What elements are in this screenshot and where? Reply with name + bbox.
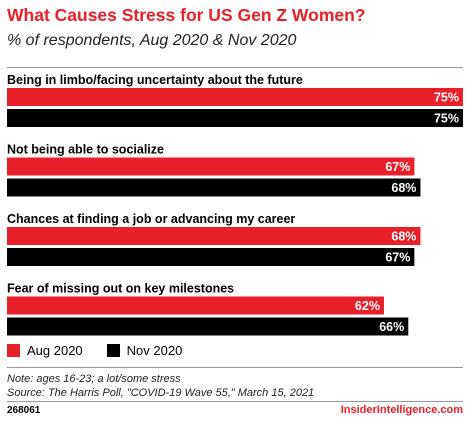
chart-note: Note: ages 16-23; a lot/some stress Sour… <box>7 372 314 400</box>
data-label-aug-2020-4: 62% <box>355 299 380 313</box>
category-label-1: Being in limbo/facing uncertainty about … <box>7 73 303 87</box>
note-source: Source: The Harris Poll, "COVID-19 Wave … <box>7 387 315 399</box>
chart-id: 268061 <box>7 405 41 416</box>
bar-nov-2020-1 <box>7 109 463 127</box>
footer-divider <box>7 401 463 402</box>
bar-aug-2020-4 <box>7 296 384 315</box>
note-ages: Note: ages 16-23; a lot/some stress <box>7 373 181 385</box>
data-label-nov-2020-1: 75% <box>434 112 459 126</box>
bar-aug-2020-1 <box>7 88 463 106</box>
data-label-nov-2020-2: 68% <box>391 181 416 195</box>
data-label-aug-2020-3: 68% <box>391 230 416 244</box>
note-divider <box>7 367 463 368</box>
chart-title: What Causes Stress for US Gen Z Women? <box>7 5 366 25</box>
bar-nov-2020-3 <box>7 248 415 266</box>
top-divider <box>7 67 463 68</box>
bar-aug-2020-3 <box>7 227 421 245</box>
bar-chart: Being in limbo/facing uncertainty about … <box>7 73 463 336</box>
legend-label-nov: Nov 2020 <box>126 343 183 358</box>
bar-nov-2020-4 <box>7 317 409 336</box>
category-label-3: Chances at finding a job or advancing my… <box>7 212 295 226</box>
category-label-2: Not being able to socialize <box>7 143 164 157</box>
data-label-aug-2020-2: 67% <box>385 160 410 174</box>
data-label-aug-2020-1: 75% <box>434 91 459 105</box>
data-label-nov-2020-4: 66% <box>379 320 404 334</box>
chart-subtitle: % of respondents, Aug 2020 & Nov 2020 <box>7 32 297 49</box>
bar-nov-2020-2 <box>7 178 421 197</box>
category-label-4: Fear of missing out on key milestones <box>7 282 234 296</box>
legend-label-aug: Aug 2020 <box>27 343 83 358</box>
legend-swatch-nov <box>106 344 120 357</box>
data-label-nov-2020-3: 67% <box>385 251 410 265</box>
bar-aug-2020-2 <box>7 157 415 176</box>
brand-logo-text: InsiderIntelligence.com <box>340 404 463 416</box>
legend-item-nov: Nov 2020 <box>106 343 183 358</box>
legend: Aug 2020 Nov 2020 <box>7 343 206 358</box>
legend-swatch-aug <box>7 344 20 357</box>
legend-item-aug: Aug 2020 <box>7 343 83 358</box>
